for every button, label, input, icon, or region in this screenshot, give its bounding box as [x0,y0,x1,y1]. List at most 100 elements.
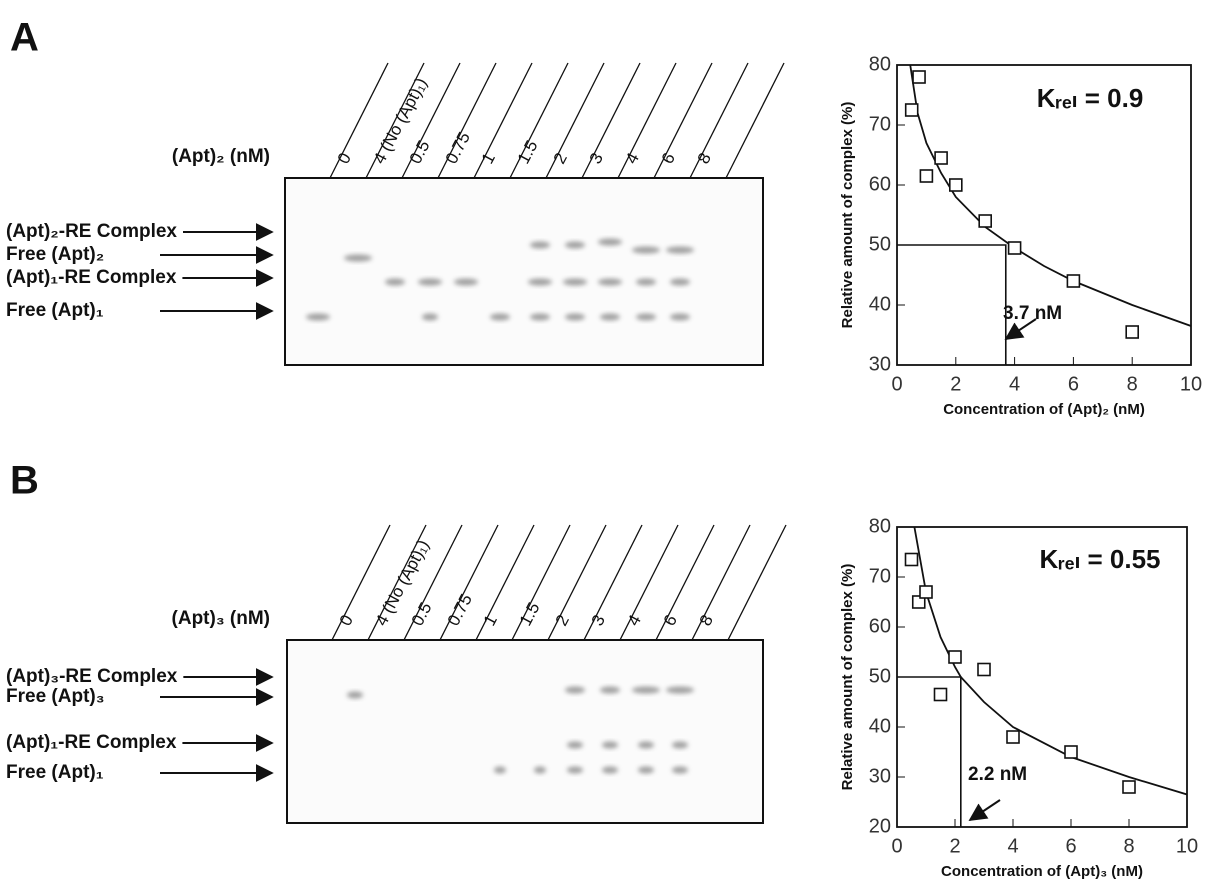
k-label: Kᵣₑₗ = 0.55 [1039,544,1160,574]
gel-band [602,767,618,774]
x-tick-label: 4 [1007,835,1018,857]
y-axis-title: Relative amount of complex (%) [839,102,856,329]
gel-band [344,255,372,262]
lane-divider [728,525,786,640]
x-tick-label: 2 [950,373,961,395]
gel-band [530,314,550,321]
band-label: Free (Apt)₂ [6,244,104,265]
data-point [1126,326,1138,338]
y-axis-title: Relative amount of complex (%) [839,564,856,791]
x-tick-label: 2 [949,835,960,857]
gel-band [600,687,620,694]
y-tick-label: 50 [869,233,891,255]
gel-band [565,314,585,321]
gel-band [530,242,550,249]
x-tick-label: 8 [1127,373,1138,395]
gel-band [567,742,583,749]
gel-band [598,239,622,246]
y-tick-label: 30 [869,765,891,787]
gel-band [418,279,442,286]
data-point [1067,275,1079,287]
x-axis-title: Concentration of (Apt)₃ (nM) [941,863,1143,880]
gel-band [632,687,660,694]
y-tick-label: 20 [869,815,891,837]
band-label: Free (Apt)₃ [6,686,105,707]
data-point [935,689,947,701]
x-axis-title: Concentration of (Apt)₂ (nM) [943,401,1145,418]
gel-band [567,767,583,774]
x-tick-label: 0 [891,835,902,857]
gel-band [636,279,656,286]
gel-band [306,314,330,321]
reference-line [897,245,1006,365]
y-tick-label: 60 [869,173,891,195]
reference-line [897,677,961,827]
y-tick-label: 40 [869,293,891,315]
y-tick-label: 30 [869,353,891,375]
data-point [906,104,918,116]
band-label: (Apt)₁-RE Complex [6,732,177,753]
band-label: Free (Apt)₁ [6,300,104,321]
data-point [979,215,991,227]
y-tick-label: 70 [869,113,891,135]
x-tick-label: 10 [1180,373,1202,395]
data-point [1123,781,1135,793]
gel-band [672,767,688,774]
annotation: 2.2 nM [968,764,1027,785]
gel-band [598,279,622,286]
gel-band [385,279,405,286]
data-point [906,554,918,566]
data-point [1007,731,1019,743]
gel-axis-label: (Apt)₂ (nM) [172,146,270,167]
gel-axis-label: (Apt)₃ (nM) [172,608,270,629]
k-label: Kᵣₑₗ = 0.9 [1037,83,1144,113]
y-tick-label: 40 [869,715,891,737]
panel-label: B [10,459,39,503]
data-point [920,586,932,598]
data-point [1009,242,1021,254]
gel-band [565,687,585,694]
band-label: (Apt)₁-RE Complex [6,267,177,288]
band-label: (Apt)₂-RE Complex [6,221,177,242]
gel-band [672,742,688,749]
x-tick-label: 8 [1123,835,1134,857]
gel-band [494,767,506,774]
lane-label: 0.75 [442,129,474,167]
gel-band [670,279,690,286]
x-tick-label: 6 [1065,835,1076,857]
lane-label: 0.75 [444,591,476,629]
y-tick-label: 80 [869,53,891,75]
lane-divider [726,63,784,178]
gel-band [422,314,438,321]
data-point [1065,746,1077,758]
data-point [950,179,962,191]
annotation-arrow [970,800,1000,820]
x-tick-label: 4 [1009,373,1020,395]
gel-band [347,692,363,699]
gel [287,640,763,823]
x-tick-label: 0 [891,373,902,395]
gel-band [666,687,694,694]
y-tick-label: 80 [869,515,891,537]
gel-band [602,742,618,749]
data-point [935,152,947,164]
band-label: (Apt)₃-RE Complex [6,666,178,687]
gel-band [563,279,587,286]
gel-band [666,247,694,254]
gel-band [534,767,546,774]
gel-band [600,314,620,321]
data-point [949,651,961,663]
gel-band [638,767,654,774]
x-tick-label: 10 [1176,835,1198,857]
data-point [920,170,932,182]
figure: A B (Apt)₂ (nM)04 (No (Apt)₁)0.50.7511.5… [0,0,1206,890]
gel-band [638,742,654,749]
y-tick-label: 60 [869,615,891,637]
gel-band [632,247,660,254]
y-tick-label: 70 [869,565,891,587]
gel-band [528,279,552,286]
panel-label: A [10,16,39,60]
gel-band [490,314,510,321]
x-tick-label: 6 [1068,373,1079,395]
gel-band [636,314,656,321]
